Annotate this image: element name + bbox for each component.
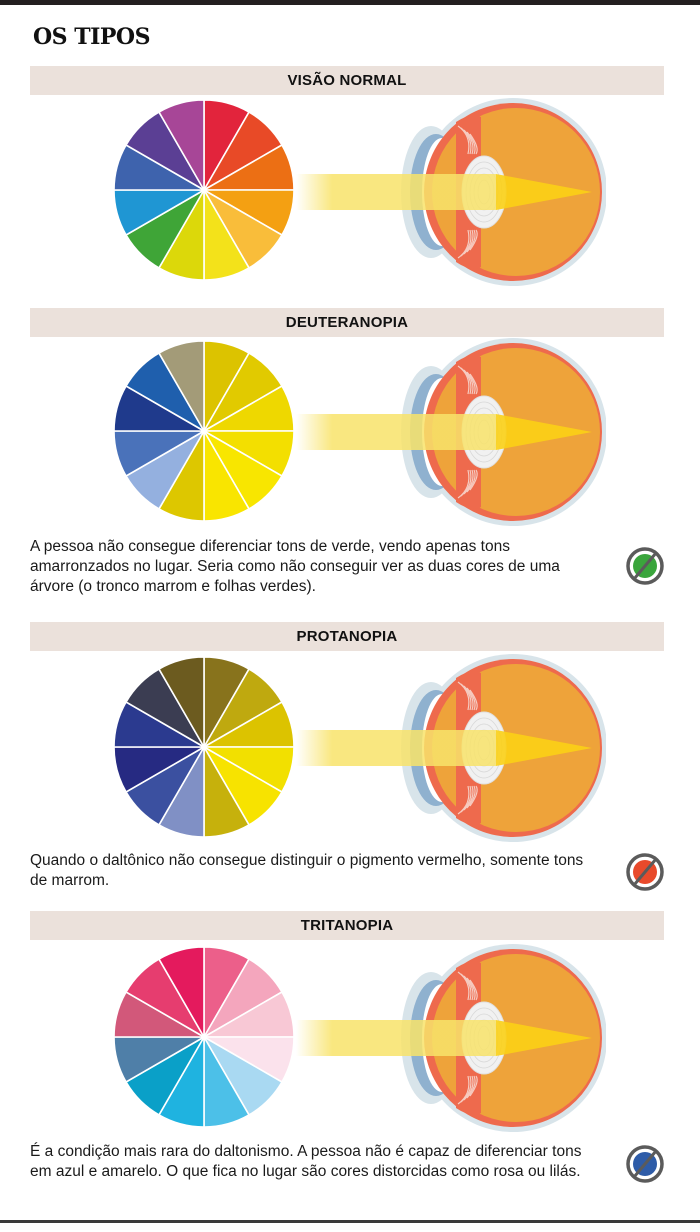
section-title: TRITANOPIA	[300, 917, 394, 934]
color-wheel-tritanopia	[113, 946, 295, 1128]
section-title: PROTANOPIA	[296, 628, 398, 645]
eye-diagram-icon	[296, 338, 606, 526]
wheel-slice	[157, 946, 205, 1040]
description-deuteranopia: A pessoa não consegue diferenciar tons d…	[30, 538, 560, 595]
section-title: VISÃO NORMAL	[287, 72, 407, 89]
prohibited-green-icon	[626, 547, 664, 585]
section-title: DEUTERANOPIA	[285, 314, 409, 331]
description-protanopia: Quando o daltônico não consegue distingu…	[30, 852, 584, 889]
prohibited-blue-icon	[626, 1145, 664, 1183]
eye-diagram-icon	[296, 98, 606, 286]
description-tritanopia: É a condição mais rara do daltonismo. A …	[30, 1143, 582, 1180]
page-title: OS TIPOS	[33, 24, 150, 50]
eye-diagram-icon	[296, 654, 606, 842]
color-wheel-protanopia	[113, 656, 295, 838]
section-header-protanopia: PROTANOPIA	[30, 622, 664, 651]
section-header-normal: VISÃO NORMAL	[30, 66, 664, 95]
section-header-tritanopia: TRITANOPIA	[30, 911, 664, 940]
wheel-slice	[157, 340, 205, 434]
top-rule	[0, 0, 700, 5]
eye-diagram-icon	[296, 944, 606, 1132]
wheel-slice	[157, 99, 205, 193]
section-header-deuteranopia: DEUTERANOPIA	[30, 308, 664, 337]
bottom-rule	[0, 1220, 700, 1223]
color-wheel-normal	[113, 99, 295, 281]
color-wheel-deuteranopia	[113, 340, 295, 522]
wheel-slice	[157, 656, 205, 750]
prohibited-red-icon	[626, 853, 664, 891]
